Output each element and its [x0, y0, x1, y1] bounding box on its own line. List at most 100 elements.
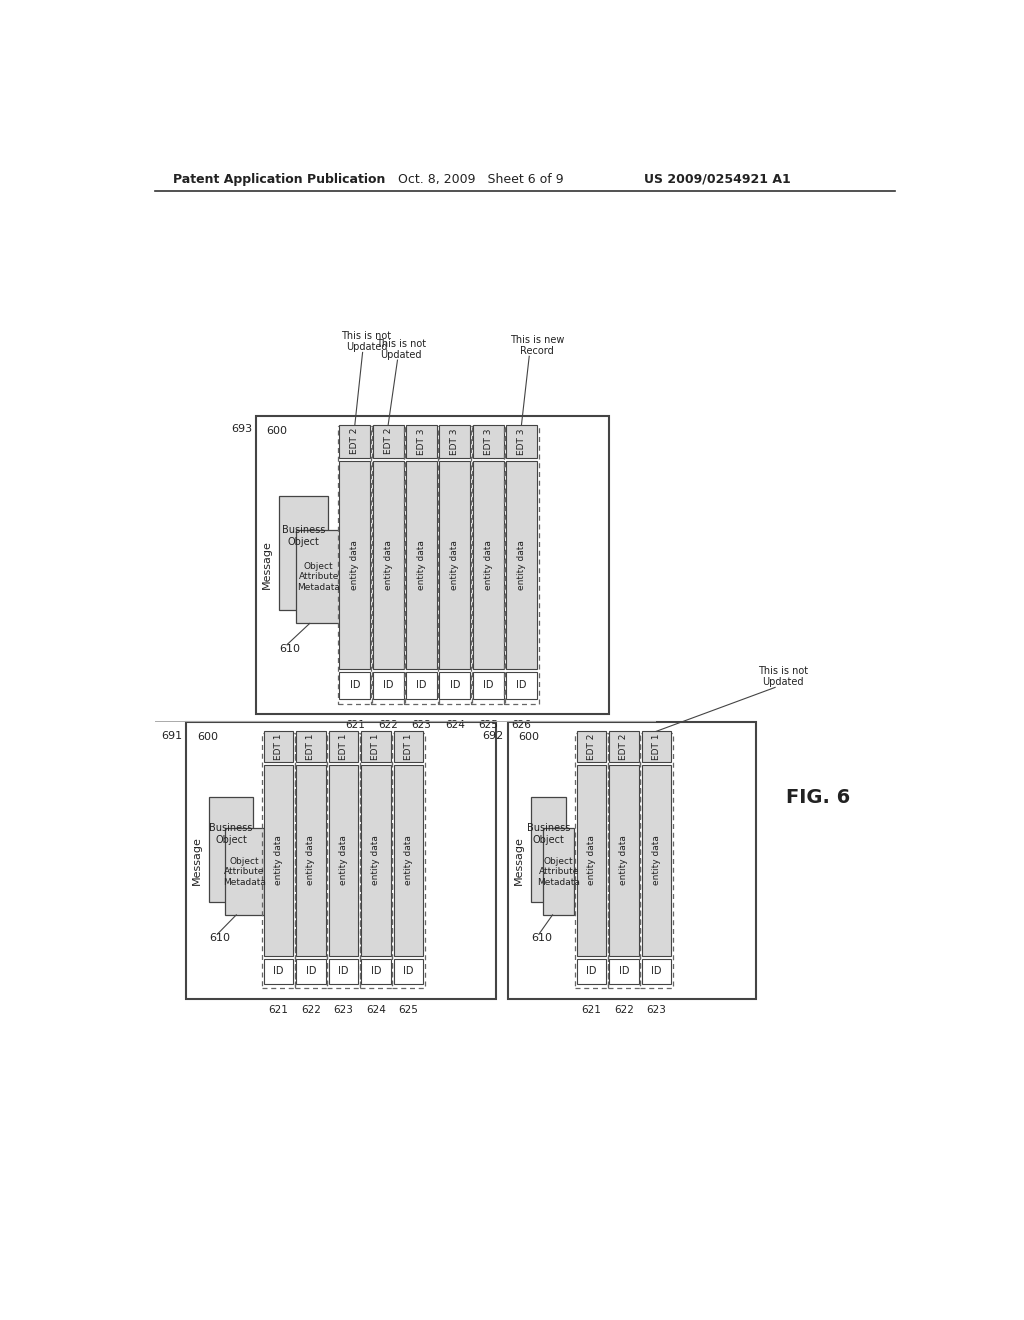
Bar: [329, 958, 358, 983]
Bar: [506, 461, 537, 669]
Text: Business
Object: Business Object: [526, 822, 570, 845]
Bar: [295, 733, 328, 989]
Text: Message: Message: [262, 540, 271, 590]
Text: ID: ID: [383, 681, 393, 690]
Bar: [262, 733, 295, 989]
Bar: [642, 958, 671, 983]
Text: 600: 600: [266, 426, 288, 436]
Bar: [371, 426, 406, 704]
Text: EDT 1: EDT 1: [339, 734, 348, 760]
Text: EDT 1: EDT 1: [372, 734, 381, 760]
Text: EDT 3: EDT 3: [417, 428, 426, 454]
Bar: [609, 764, 639, 956]
Bar: [329, 731, 358, 762]
Bar: [394, 764, 423, 956]
Bar: [531, 797, 565, 903]
Bar: [296, 764, 326, 956]
Bar: [607, 733, 640, 989]
Bar: [263, 764, 293, 956]
Text: EDT 1: EDT 1: [306, 734, 315, 760]
Text: Business
Object: Business Object: [209, 822, 253, 845]
Bar: [373, 425, 403, 458]
Text: ID: ID: [586, 966, 597, 977]
Text: Object
Attribute
Metadata: Object Attribute Metadata: [222, 857, 265, 887]
Text: EDT 2: EDT 2: [384, 428, 392, 454]
Text: EDT 3: EDT 3: [451, 428, 460, 454]
Text: entity data: entity data: [517, 540, 526, 590]
Bar: [406, 461, 437, 669]
Text: 610: 610: [209, 933, 230, 944]
Text: ID: ID: [338, 966, 349, 977]
Bar: [209, 797, 253, 903]
Text: EDT 2: EDT 2: [620, 734, 629, 760]
Bar: [471, 426, 505, 704]
Text: 623: 623: [646, 1005, 667, 1015]
Bar: [361, 731, 391, 762]
Bar: [186, 722, 496, 999]
Text: EDT 2: EDT 2: [587, 734, 596, 760]
Text: 621: 621: [345, 721, 365, 730]
Text: ID: ID: [349, 681, 360, 690]
Text: 621: 621: [268, 1005, 289, 1015]
Text: EDT 1: EDT 1: [404, 734, 413, 760]
Text: 624: 624: [366, 1005, 386, 1015]
Bar: [339, 425, 371, 458]
Bar: [508, 722, 756, 999]
Bar: [338, 426, 372, 704]
Text: entity data: entity data: [652, 836, 660, 886]
Bar: [373, 461, 403, 669]
Bar: [406, 425, 437, 458]
Text: EDT 1: EDT 1: [273, 734, 283, 760]
Bar: [506, 425, 537, 458]
Bar: [359, 733, 392, 989]
Bar: [577, 764, 606, 956]
Bar: [439, 461, 470, 669]
Text: 692: 692: [482, 731, 504, 741]
Bar: [473, 425, 504, 458]
Text: entity data: entity data: [273, 836, 283, 886]
Text: ID: ID: [651, 966, 662, 977]
Bar: [296, 958, 326, 983]
Bar: [473, 461, 504, 669]
Text: Message: Message: [191, 836, 202, 886]
Text: 623: 623: [334, 1005, 353, 1015]
Bar: [505, 426, 539, 704]
Text: 693: 693: [230, 425, 252, 434]
Text: Message: Message: [514, 836, 523, 886]
Bar: [577, 731, 606, 762]
Text: entity data: entity data: [620, 836, 629, 886]
Text: This is new
Record: This is new Record: [510, 335, 564, 356]
Text: Business
Object: Business Object: [283, 525, 326, 546]
Bar: [406, 672, 437, 700]
Bar: [329, 764, 358, 956]
Text: 610: 610: [280, 644, 300, 653]
Text: entity data: entity data: [339, 836, 348, 886]
Bar: [296, 731, 326, 762]
Text: This is not
Updated: This is not Updated: [341, 331, 391, 352]
Text: entity data: entity data: [350, 540, 359, 590]
Text: 600: 600: [518, 733, 540, 742]
Text: This is not
Updated: This is not Updated: [758, 665, 808, 688]
Bar: [506, 672, 537, 700]
Text: entity data: entity data: [587, 836, 596, 886]
Bar: [439, 425, 470, 458]
Text: EDT 2: EDT 2: [350, 428, 359, 454]
Text: ID: ID: [483, 681, 494, 690]
Text: ID: ID: [371, 966, 381, 977]
Text: 624: 624: [444, 721, 465, 730]
Text: Oct. 8, 2009   Sheet 6 of 9: Oct. 8, 2009 Sheet 6 of 9: [397, 173, 563, 186]
Text: 600: 600: [197, 733, 218, 742]
Text: Object
Attribute
Metadata: Object Attribute Metadata: [297, 562, 340, 591]
Text: ID: ID: [416, 681, 427, 690]
Bar: [361, 958, 391, 983]
Text: 622: 622: [301, 1005, 321, 1015]
Text: US 2009/0254921 A1: US 2009/0254921 A1: [644, 173, 791, 186]
Text: entity data: entity data: [404, 836, 413, 886]
Text: This is not
Updated: This is not Updated: [376, 338, 426, 360]
Text: ID: ID: [516, 681, 526, 690]
Bar: [577, 958, 606, 983]
Bar: [543, 829, 574, 915]
Text: ID: ID: [403, 966, 414, 977]
Text: entity data: entity data: [384, 540, 392, 590]
Bar: [280, 496, 329, 610]
